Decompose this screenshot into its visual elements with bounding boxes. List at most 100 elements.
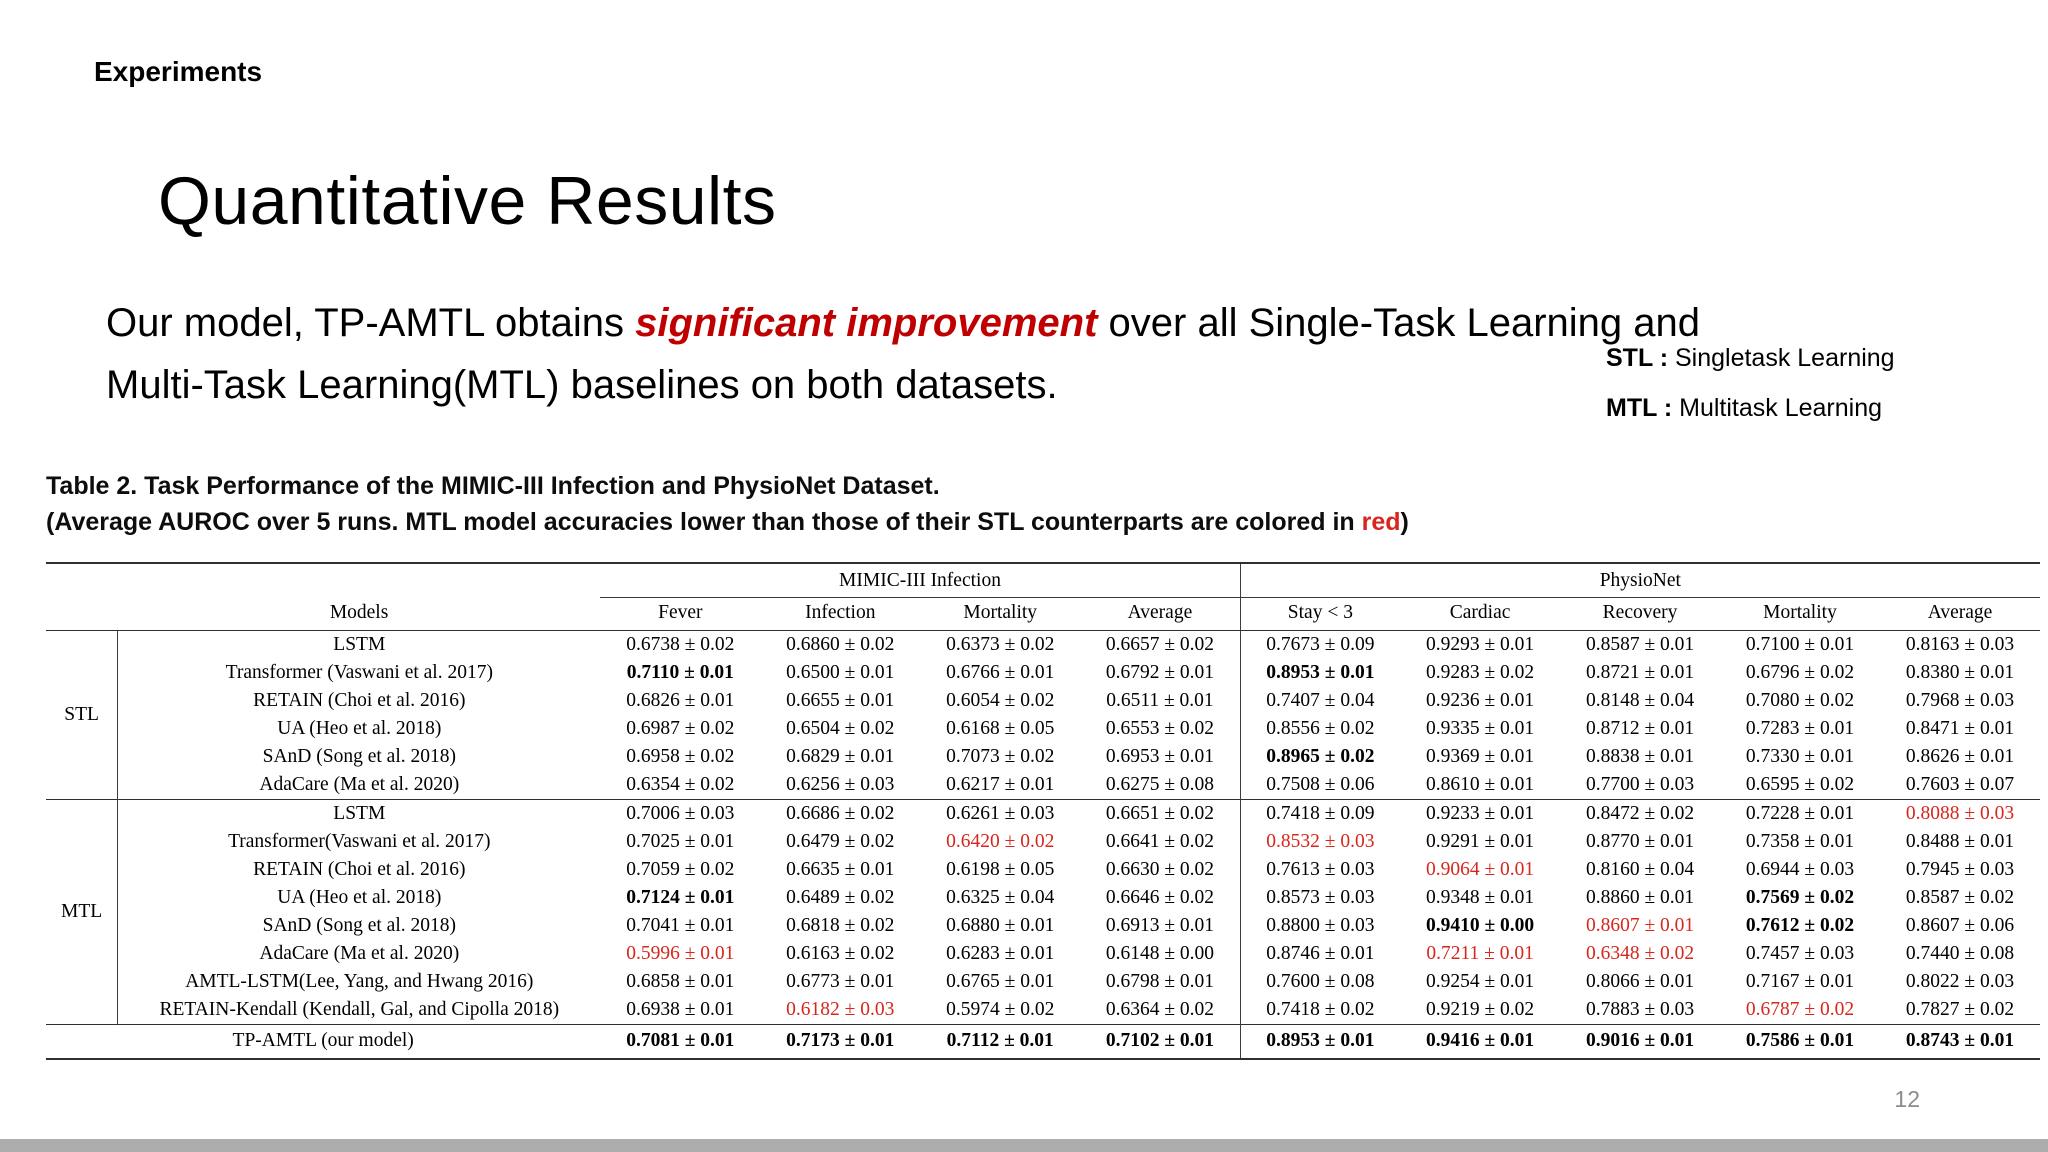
value-cell: 0.7330 ± 0.01 bbox=[1745, 746, 1855, 767]
value-cell: 0.7569 ± 0.02 bbox=[1745, 887, 1855, 908]
value-cell: 0.7358 ± 0.01 bbox=[1745, 831, 1855, 852]
table-row: SAnD (Song et al. 2018) 0.7041 ± 0.01 0.68… bbox=[46, 912, 2040, 940]
value-cell: 0.8712 ± 0.01 bbox=[1585, 718, 1695, 739]
table-row: AdaCare (Ma et al. 2020) 0.6354 ± 0.02 0.6… bbox=[46, 771, 2040, 800]
value-cell: 0.6938 ± 0.01 bbox=[626, 999, 735, 1020]
value-cell: 0.6860 ± 0.02 bbox=[786, 634, 895, 655]
value-cell: 0.7418 ± 0.02 bbox=[1239, 996, 1401, 1025]
legend-mtl-desc: Multitask Learning bbox=[1672, 393, 1883, 422]
model-cell: UA (Heo et al. 2018) bbox=[277, 718, 442, 739]
value-cell: 0.8488 ± 0.01 bbox=[1905, 831, 2015, 852]
value-cell: 0.7211 ± 0.01 bbox=[1426, 943, 1534, 964]
table-row: STL LSTM 0.6738 ± 0.02 0.6860 ± 0.02 0.6373 … bbox=[46, 630, 2040, 800]
model-cell: AdaCare (Ma et al. 2020) bbox=[259, 774, 460, 795]
value-cell: 0.6511 ± 0.01 bbox=[1106, 690, 1214, 711]
table-row: RETAIN (Choi et al. 2016) 0.7059 ± 0.02 0.… bbox=[46, 856, 2040, 884]
value-cell: 0.6798 ± 0.01 bbox=[1105, 971, 1215, 992]
column-header: Recovery bbox=[1560, 597, 1721, 631]
slide-title: Quantitative Results bbox=[158, 162, 777, 239]
value-cell: 0.6479 ± 0.02 bbox=[786, 831, 895, 852]
model-cell: AdaCare (Ma et al. 2020) bbox=[259, 943, 460, 964]
column-header: Stay < 3 bbox=[1239, 597, 1401, 631]
model-cell: SAnD (Song et al. 2018) bbox=[262, 746, 456, 767]
column-header-row: Models Fever Infection Mortality Average Stay… bbox=[46, 597, 2040, 631]
value-cell: 0.7228 ± 0.01 bbox=[1720, 799, 1880, 828]
mtl-block: MTL LSTM 0.7006 ± 0.03 0.6686 ± 0.02 0.6261 … bbox=[46, 799, 2040, 1025]
value-cell: 0.7124 ± 0.01 bbox=[626, 887, 735, 908]
value-cell: 0.7457 ± 0.03 bbox=[1745, 943, 1855, 964]
model-cell: LSTM bbox=[333, 634, 386, 655]
legend-stl: STL : Singletask Learning bbox=[1606, 334, 1895, 384]
column-header: Average bbox=[1879, 597, 2040, 631]
value-cell: 0.9291 ± 0.01 bbox=[1425, 831, 1535, 852]
value-cell: 0.6858 ± 0.01 bbox=[626, 971, 735, 992]
caption-text-pre: (Average AUROC over 5 runs. MTL model ac… bbox=[46, 508, 1362, 537]
abbreviation-legend: STL : Singletask Learning MTL : Multitas… bbox=[1606, 334, 1895, 433]
value-cell: 0.6880 ± 0.01 bbox=[946, 915, 1055, 936]
stl-block: STL LSTM 0.6738 ± 0.02 0.6860 ± 0.02 0.6373 … bbox=[46, 630, 2040, 800]
value-cell: 0.6635 ± 0.01 bbox=[786, 859, 895, 880]
model-cell: TP-AMTL (our model) bbox=[46, 1024, 601, 1060]
table-row: AMTL-LSTM(Lee, Yang, and Hwang 2016) 0.68… bbox=[46, 968, 2040, 996]
value-cell: 0.6217 ± 0.01 bbox=[946, 774, 1055, 795]
value-cell: 0.6182 ± 0.03 bbox=[786, 999, 895, 1020]
value-cell: 0.8953 ± 0.01 bbox=[1239, 1024, 1401, 1060]
value-cell: 0.6275 ± 0.08 bbox=[1105, 774, 1215, 795]
value-cell: 0.6373 ± 0.02 bbox=[946, 634, 1055, 655]
value-cell: 0.6261 ± 0.03 bbox=[920, 799, 1081, 828]
table-row: Transformer (Vaswani et al. 2017) 0.7110 … bbox=[46, 659, 2040, 687]
value-cell: 0.7945 ± 0.03 bbox=[1905, 859, 2015, 880]
value-cell: 0.7612 ± 0.02 bbox=[1745, 915, 1855, 936]
blank-cell bbox=[117, 562, 601, 598]
group-label: MTL bbox=[46, 799, 119, 1025]
value-cell: 0.9219 ± 0.02 bbox=[1425, 999, 1535, 1020]
value-cell: 0.8746 ± 0.01 bbox=[1239, 940, 1401, 968]
model-cell: LSTM bbox=[117, 799, 601, 828]
page-number: 12 bbox=[1894, 1086, 1920, 1112]
section-kicker: Experiments bbox=[94, 56, 263, 87]
column-header: Models bbox=[117, 597, 601, 631]
model-cell: RETAIN-Kendall (Kendall, Gal, and Cipoll… bbox=[159, 999, 560, 1020]
legend-mtl: MTL : Multitask Learning bbox=[1606, 384, 1895, 434]
value-cell: 0.6829 ± 0.01 bbox=[786, 746, 895, 767]
model-cell: RETAIN (Choi et al. 2016) bbox=[253, 690, 466, 711]
value-cell: 0.9416 ± 0.01 bbox=[1400, 1024, 1561, 1060]
value-cell: 0.6420 ± 0.02 bbox=[946, 831, 1055, 852]
value-cell: 0.7407 ± 0.04 bbox=[1239, 687, 1401, 715]
value-cell: 0.6651 ± 0.02 bbox=[1080, 799, 1241, 828]
value-cell: 0.6148 ± 0.00 bbox=[1105, 943, 1215, 964]
value-cell: 0.7167 ± 0.01 bbox=[1745, 971, 1855, 992]
table-row: UA (Heo et al. 2018) 0.6987 ± 0.02 0.6504 … bbox=[46, 715, 2040, 743]
value-cell: 0.7025 ± 0.01 bbox=[626, 831, 735, 852]
intro-paragraph: Our model, TP-AMTL obtains significant i… bbox=[106, 292, 1986, 416]
value-cell: 0.7440 ± 0.08 bbox=[1905, 943, 2015, 964]
value-cell: 0.8160 ± 0.04 bbox=[1585, 859, 1695, 880]
value-cell: 0.8163 ± 0.03 bbox=[1905, 634, 2015, 655]
value-cell: 0.6054 ± 0.02 bbox=[946, 690, 1055, 711]
column-header: Fever bbox=[600, 597, 761, 631]
value-cell: 0.7173 ± 0.01 bbox=[760, 1024, 921, 1060]
value-cell: 0.7080 ± 0.02 bbox=[1745, 690, 1855, 711]
value-cell: 0.6655 ± 0.01 bbox=[786, 690, 895, 711]
table-caption-line1: Table 2. Task Performance of the MIMIC-I… bbox=[46, 472, 940, 500]
value-cell: 0.7883 ± 0.03 bbox=[1585, 999, 1695, 1020]
value-cell: 0.9283 ± 0.02 bbox=[1425, 662, 1535, 683]
ours-block: TP-AMTL (our model) 0.7081 ± 0.01 0.7173 ±… bbox=[46, 1024, 2040, 1060]
model-cell: UA (Heo et al. 2018) bbox=[277, 887, 442, 908]
value-cell: 0.7283 ± 0.01 bbox=[1745, 718, 1855, 739]
value-cell: 0.6796 ± 0.02 bbox=[1745, 662, 1855, 683]
intro-text-pre: Our model, TP-AMTL obtains bbox=[106, 301, 636, 345]
group-header-row: MIMIC-III Infection PhysioNet bbox=[46, 562, 2040, 598]
table-row: Transformer(Vaswani et al. 2017) 0.7025 ±… bbox=[46, 828, 2040, 856]
group-header-physionet: PhysioNet bbox=[1239, 562, 2040, 598]
value-cell: 0.8770 ± 0.01 bbox=[1585, 831, 1695, 852]
value-cell: 0.5996 ± 0.01 bbox=[626, 943, 735, 964]
value-cell: 0.6766 ± 0.01 bbox=[946, 662, 1055, 683]
table-row: RETAIN-Kendall (Kendall, Gal, and Cipoll… bbox=[46, 996, 2040, 1025]
value-cell: 0.6630 ± 0.02 bbox=[1105, 859, 1215, 880]
value-cell: 0.6818 ± 0.02 bbox=[786, 915, 895, 936]
value-cell: 0.8556 ± 0.02 bbox=[1239, 715, 1401, 743]
value-cell: 0.8066 ± 0.01 bbox=[1585, 971, 1695, 992]
bottom-strip bbox=[0, 1139, 2048, 1152]
value-cell: 0.7081 ± 0.01 bbox=[600, 1024, 761, 1060]
